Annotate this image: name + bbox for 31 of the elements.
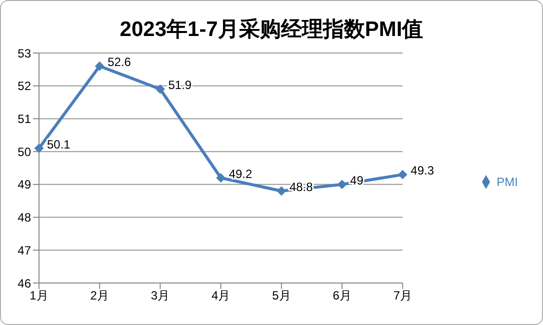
y-tick-label: 47 [18,243,32,258]
point [398,170,408,180]
x-tick-label: 6月 [332,288,352,303]
chart-title: 2023年1-7月采购经理指数PMI值 [118,17,424,43]
legend-label: PMI [496,174,518,189]
x-tick-label: 4月 [211,288,230,303]
data-label: 49 [350,173,364,188]
data-label: 48.8 [289,180,314,194]
y-tick-label: 48 [18,210,32,225]
point [276,186,286,196]
x-tick-label: 2月 [90,288,109,303]
data-label: 50.1 [47,137,71,152]
x-tick-label: 1月 [30,288,48,303]
y-tick-label: 50 [18,144,32,159]
point [216,173,226,182]
data-label: 49.3 [410,164,434,178]
data-label: 51.9 [168,78,192,92]
y-tick-label: 46 [18,276,32,290]
data-label: 52.6 [108,55,132,70]
y-tick-label: 53 [18,46,32,60]
y-tick-label: 49 [18,178,32,192]
x-tick-label: 5月 [272,288,291,303]
point [338,180,347,189]
data-label: 49.2 [228,166,253,181]
point [156,84,165,94]
y-tick-label: 51 [18,112,32,126]
point [34,144,44,153]
point [95,62,104,71]
x-tick-label: 3月 [150,288,170,303]
x-tick-label: 7月 [393,288,412,303]
y-tick-label: 52 [18,79,32,94]
